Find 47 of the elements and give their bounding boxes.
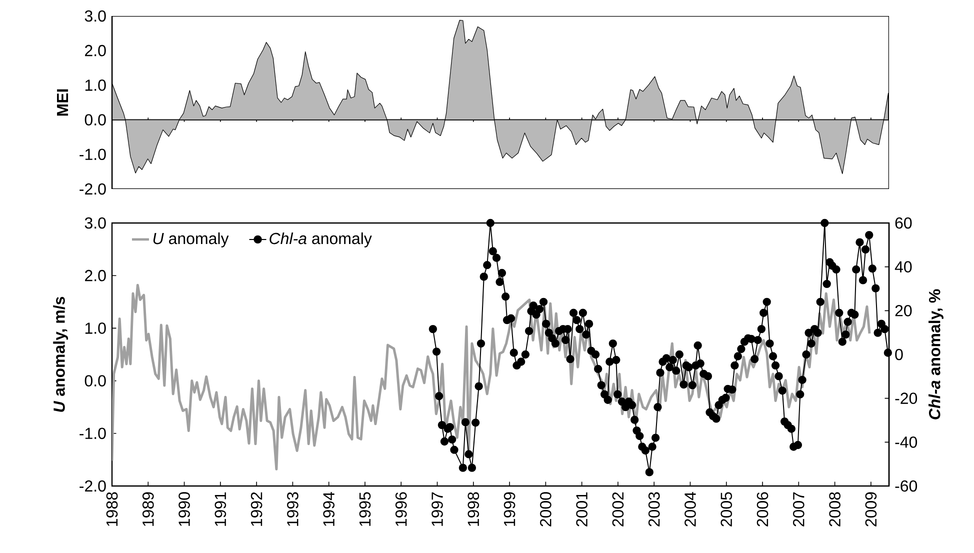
x-tick-label: 1995 xyxy=(359,492,371,526)
y-tick-label: -2.0 xyxy=(80,480,106,492)
y-axis-title: MEI xyxy=(57,89,68,116)
x-tick-label: 1989 xyxy=(142,492,154,526)
line-series xyxy=(112,284,871,470)
x-tick-label: 2007 xyxy=(792,492,804,526)
y-axis-title: U anomaly, m/s xyxy=(53,296,68,412)
x-tick-label: 1996 xyxy=(395,492,407,526)
x-tick-label: 2008 xyxy=(829,492,840,526)
y2-axis-title: Chl-a anomaly, % xyxy=(928,289,944,420)
x-tick-label: 1988 xyxy=(106,492,118,526)
x-tick-label: 1994 xyxy=(323,492,335,526)
x-tick-label: 2009 xyxy=(865,492,877,526)
x-tick-label: 1999 xyxy=(504,492,516,526)
y-tick-label: 0.0 xyxy=(84,375,106,386)
y2-tick-label: -60 xyxy=(895,480,918,492)
x-tick-label: 2006 xyxy=(756,492,768,526)
x-tick-label: 2003 xyxy=(648,492,660,526)
y-tick-label: 3.0 xyxy=(84,10,106,22)
y-tick-label: -1.0 xyxy=(80,428,106,440)
y-tick-label: 2.0 xyxy=(85,44,106,56)
y2-tick-label: -20 xyxy=(895,392,918,404)
y2-tick-label: 60 xyxy=(895,217,912,229)
x-tick-label: 2000 xyxy=(540,492,552,526)
x-tick-label: 2005 xyxy=(720,492,732,526)
x-tick-label: 1993 xyxy=(287,492,298,526)
x-tick-label: 1992 xyxy=(250,492,262,526)
x-tick-label: 1990 xyxy=(178,492,190,526)
y-tick-label: -1.0 xyxy=(80,148,106,160)
y-tick-label: 1.0 xyxy=(85,80,106,91)
y2-tick-label: 0 xyxy=(895,348,903,360)
x-tick-label: 2001 xyxy=(576,492,588,526)
x-tick-label: 2002 xyxy=(612,492,624,526)
y-tick-label: -2.0 xyxy=(80,183,106,195)
y-tick-label: 0.0 xyxy=(84,114,106,126)
x-tick-label: 1991 xyxy=(214,492,226,526)
y2-tick-label: -40 xyxy=(895,436,918,448)
y-tick-label: 2.0 xyxy=(85,270,106,282)
y2-tick-label: 40 xyxy=(894,261,912,272)
x-tick-label: 1997 xyxy=(432,492,443,526)
legend-label: U anomaly xyxy=(153,232,229,248)
x-tick-label: 1998 xyxy=(468,492,480,526)
legend-label: Chl-a anomaly xyxy=(270,232,372,248)
y-tick-label: 3.0 xyxy=(84,217,106,229)
y2-tick-label: 20 xyxy=(895,305,912,316)
y-tick-label: 1.0 xyxy=(85,322,106,334)
x-tick-label: 2004 xyxy=(684,492,696,526)
